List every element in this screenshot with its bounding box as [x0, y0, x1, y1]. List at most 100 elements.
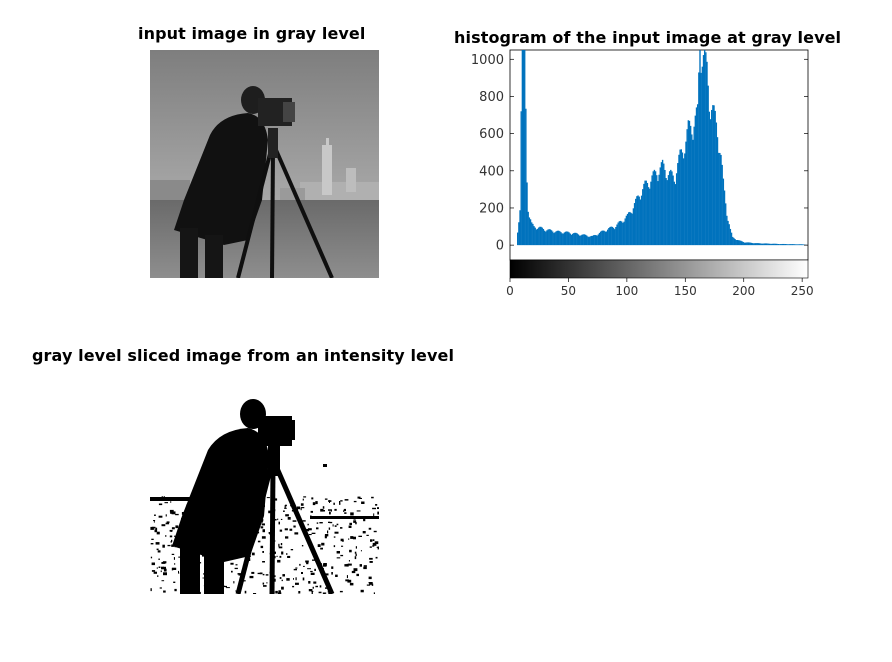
histogram-bar — [706, 61, 708, 246]
histogram-bar — [802, 244, 804, 246]
histogram-bar — [743, 242, 746, 246]
histogram-bar — [705, 52, 707, 246]
histogram-bar — [712, 105, 714, 246]
histogram-bar — [747, 242, 749, 246]
histogram-bar — [570, 234, 573, 246]
input-image-title: input image in gray level — [138, 24, 366, 43]
histogram-bar — [701, 66, 704, 246]
histogram-bar — [621, 221, 623, 246]
y-tick-label: 400 — [479, 164, 504, 179]
x-tick-label: 250 — [791, 284, 814, 298]
histogram-bar — [603, 230, 605, 246]
histogram-bar — [763, 243, 765, 246]
histogram-bar — [764, 243, 767, 246]
histogram-bar — [651, 175, 653, 246]
histogram-bar — [776, 243, 778, 246]
histogram-bar — [785, 244, 788, 246]
histogram-chart: 0 200 400 600 800 1000 0 50 100 150 200 250 — [471, 49, 814, 298]
histogram-bar — [656, 175, 658, 246]
histogram-bar — [664, 169, 666, 246]
histogram-bar — [692, 139, 694, 246]
histogram-bar — [767, 243, 769, 246]
histogram-bar — [694, 115, 697, 246]
histogram-bar — [525, 108, 527, 246]
histogram-bar — [781, 243, 783, 246]
histogram-bar — [800, 244, 803, 246]
histogram-bar — [786, 244, 789, 246]
histogram-bar — [723, 190, 726, 246]
histogram-bar — [666, 180, 668, 246]
histogram-bar — [728, 224, 730, 246]
histogram-bar — [615, 227, 617, 246]
y-tick-label: 0 — [496, 239, 504, 254]
binary-photographer — [150, 399, 379, 594]
histogram-bar — [751, 243, 754, 246]
x-tick-label: 200 — [732, 284, 755, 298]
histogram-bar — [646, 182, 649, 246]
histogram-bar — [696, 104, 699, 246]
histogram-bar — [582, 234, 584, 246]
histogram-bar — [576, 233, 578, 246]
histogram-bar — [798, 244, 801, 246]
histogram-bar — [741, 241, 743, 246]
histogram-bar — [517, 232, 519, 246]
histogram-bar — [680, 149, 682, 246]
histogram-bar — [604, 231, 607, 246]
histogram-bar — [569, 233, 571, 246]
histogram-bar — [599, 231, 602, 246]
histogram-bar — [758, 243, 761, 246]
histogram-bar — [765, 243, 768, 246]
histogram-bars — [517, 50, 809, 246]
histogram-bar — [616, 224, 618, 246]
histogram-bar — [737, 240, 740, 246]
histogram-bar — [771, 243, 774, 246]
histogram-bar — [545, 231, 547, 246]
histogram-bar — [555, 231, 557, 246]
histogram-bar — [739, 240, 741, 246]
histogram-bar — [588, 237, 590, 246]
histogram-bar — [652, 171, 654, 246]
histogram-bar — [524, 50, 526, 246]
histogram-bar — [672, 175, 674, 246]
histogram-bar — [695, 107, 698, 246]
histogram-bar — [716, 137, 719, 246]
histogram-bar — [730, 232, 733, 246]
histogram-bar — [590, 235, 593, 246]
histogram-bar — [567, 231, 569, 246]
input-grayscale-image — [150, 50, 379, 278]
sliced-binary-image — [150, 366, 379, 594]
histogram-bar — [637, 195, 639, 246]
histogram-bar — [721, 164, 723, 246]
histogram-bar — [564, 231, 567, 246]
histogram-bar — [560, 232, 562, 246]
histogram-bar — [577, 234, 580, 246]
histogram-bar — [643, 183, 645, 246]
histogram-bar — [796, 244, 798, 246]
histogram-bar — [605, 231, 608, 246]
histogram-bar — [711, 109, 713, 246]
histogram-bar — [719, 152, 721, 246]
histogram-bar — [774, 243, 776, 246]
histogram-bar — [612, 227, 615, 246]
histogram-bar — [640, 195, 643, 246]
histogram-bar — [777, 244, 779, 246]
histogram-bar — [519, 210, 521, 246]
histogram-bar — [761, 243, 763, 246]
histogram-bar — [539, 226, 541, 246]
histogram-bar — [653, 169, 656, 246]
histogram-bar — [632, 208, 635, 246]
histogram-bar — [601, 230, 603, 246]
gray-colorbar — [509, 259, 809, 279]
histogram-bar — [679, 149, 681, 246]
histogram-bar — [720, 154, 722, 246]
histogram-bar — [561, 233, 563, 246]
histogram-bar — [753, 243, 755, 246]
histogram-bar — [792, 244, 795, 246]
histogram-bar — [674, 184, 677, 246]
y-tick-label: 800 — [479, 90, 504, 105]
histogram-bar — [626, 213, 629, 246]
histogram-bar — [618, 221, 621, 246]
histogram-bar — [729, 228, 732, 246]
histogram-bar — [533, 226, 535, 246]
histogram-bar — [624, 218, 626, 246]
